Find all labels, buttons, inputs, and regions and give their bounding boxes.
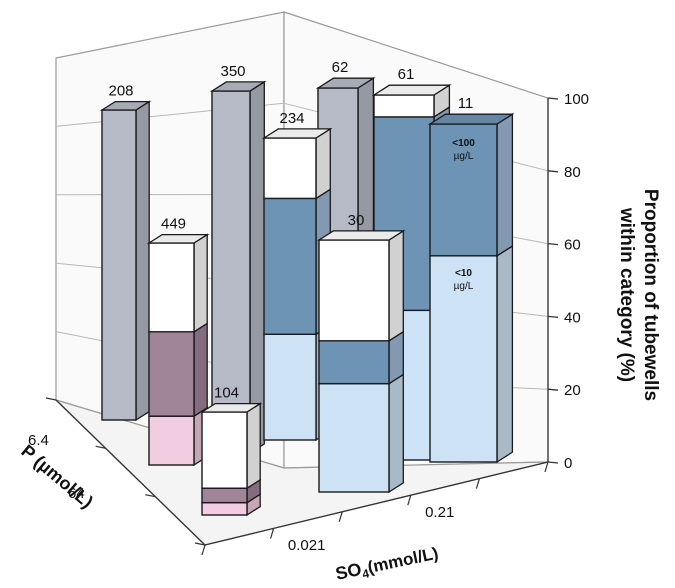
x-axis-title-main: SO [334,559,364,584]
bar-segment-front [148,242,195,333]
bar-segment-front [211,90,251,454]
bar-count-label: 11 [458,95,474,112]
y-tick-label: 60 [564,237,581,254]
bar-count-label: 449 [161,216,186,233]
x-axis-title: SO4(mmol/L) [334,543,441,587]
y-tick-label: 20 [564,382,581,399]
bar-segment-side [496,244,514,464]
bar-segment-front [318,239,390,342]
bar-segment-side [135,100,150,422]
bar-segment-side [496,113,514,258]
bar-top [371,84,452,96]
y-axis-title-line1: Proportion of tubewells [640,189,661,401]
z-tick-label: 64 [68,485,85,502]
bar-front-0 [199,402,263,517]
bar-front-2 [316,229,406,494]
z-tick-mark [145,494,156,498]
bar-segment-front [101,109,137,421]
x-tick-mark [338,511,343,522]
bar-segment-side [388,373,404,494]
y-tick-mark [547,388,559,391]
z-axis-line [55,399,206,546]
x-tick-mark [407,495,412,506]
bar-top [315,77,376,89]
bar-segment-front [318,382,390,493]
z-tick-mark [95,445,106,449]
chart-bars [99,77,515,517]
z-tick-mark [194,542,206,546]
chart-labels: 62 350 208 61 234 449 11 <100 µg/L <10 µg/L 30 104 [108,59,475,401]
bar-middle-2 [261,127,333,442]
bar-back-0 [99,100,152,422]
bar-segment-front [201,411,248,489]
bar-segment-side [388,229,404,342]
bar-segment-side [246,402,261,490]
bar-segment-front [263,333,317,441]
y-tick-mark [547,97,559,100]
inbar-label-line1: <10 [455,268,472,279]
bar-segment-side [193,233,208,333]
y-tick-label: 100 [564,91,589,108]
bar-top [427,113,515,125]
y-tick-mark [547,242,559,246]
y-tick-label: 0 [564,455,572,472]
y-tick-mark [547,170,559,173]
x-tick-label: 0.021 [288,537,326,554]
bar-top [261,128,333,139]
bar-segment-front [263,197,317,335]
bar-segment-front [263,137,317,200]
bar-count-label: 61 [398,66,415,83]
y-tick-label: 80 [564,164,581,181]
bar-front-3 [427,113,515,464]
y-tick-mark [547,315,559,319]
bar-count-label: 104 [214,385,239,402]
bar-top [199,402,263,413]
bar-middle-0 [146,233,210,467]
x-tick-mark [201,544,206,556]
bar-segment-side [193,322,208,418]
bar-segment-front [429,255,498,463]
bar-count-label: 234 [279,110,304,127]
x-axis-title-sub: 4 [361,566,371,581]
bar-segment-front [201,501,248,516]
y-tick-label: 40 [564,309,581,326]
bar-segment-front [148,415,195,466]
bar-count-label: 30 [348,212,365,229]
bar-count-label: 350 [220,63,245,80]
bar-back-1 [209,80,267,455]
bar-segment-side [315,127,331,200]
x-tick-mark [475,478,480,489]
z-tick-label: 6.4 [28,432,49,449]
z-axis-title: P (µmol/L) [17,441,97,512]
y-axis-title-line2: within category (%) [616,207,637,382]
bar-segment-front [148,331,195,417]
bar-segment-front [201,487,248,504]
bar-count-label: 208 [108,83,133,100]
x-tick-label: 0.21 [425,504,454,521]
bar-top [99,100,152,111]
inbar-label-line2: µg/L [454,281,474,292]
x-axis-line [204,461,549,546]
bar-count-label: 62 [332,59,349,76]
bar-top [316,230,406,241]
x-tick-mark [544,461,549,473]
bar-segment-front [373,94,435,118]
bar-top [146,233,210,244]
x-tick-mark [270,528,275,539]
bar-segment-front [318,340,390,385]
bar-segment-side [249,80,265,455]
inbar-label-line1: <100 [452,138,475,149]
x-axis-title-units: (mmol/L) [366,544,440,578]
z-tick-mark [45,397,57,401]
inbar-label-line2: µg/L [454,151,474,162]
y-tick-mark [547,461,559,464]
bar-top [209,81,267,92]
